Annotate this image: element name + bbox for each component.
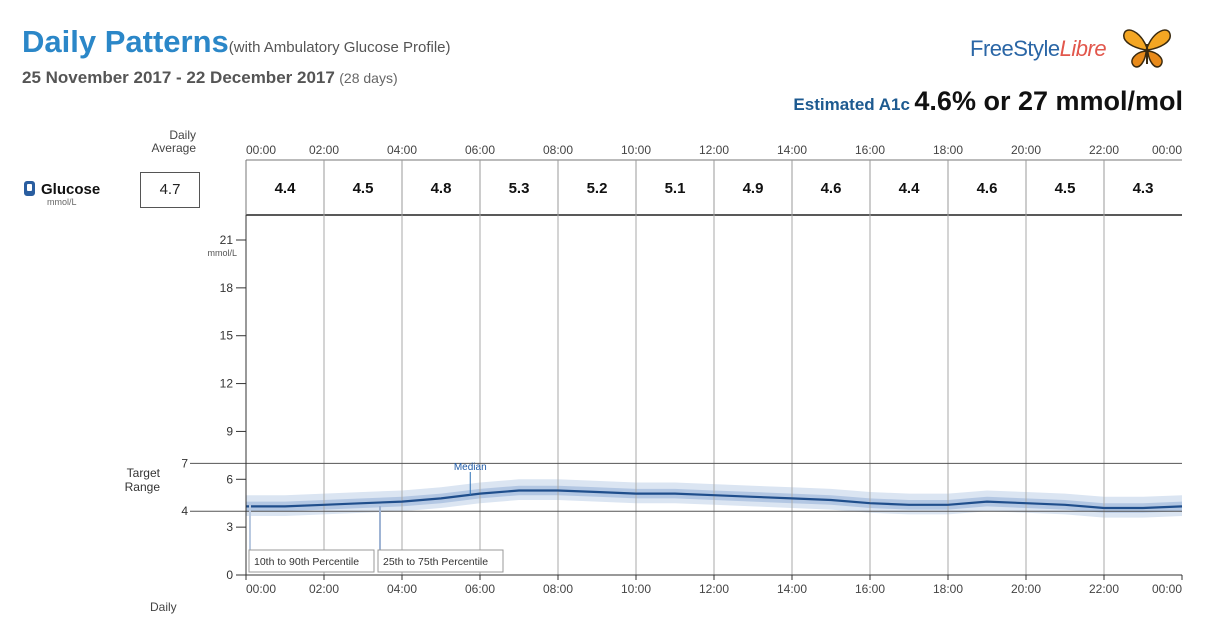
hourly-average-value: 4.5	[1055, 180, 1076, 197]
x-tick-label-bottom: 14:00	[777, 582, 807, 596]
y-tick-label: 6	[226, 472, 233, 486]
hourly-average-value: 5.3	[509, 180, 530, 197]
x-tick-label-top: 12:00	[699, 143, 729, 157]
x-tick-label-top: 04:00	[387, 143, 417, 157]
daily-average-heading-line2: Average	[151, 141, 196, 155]
hourly-average-value: 4.6	[821, 180, 842, 197]
x-tick-label-top: 10:00	[621, 143, 651, 157]
title-subtitle: (with Ambulatory Glucose Profile)	[228, 39, 451, 56]
glucose-unit: mmol/L	[47, 197, 77, 207]
daily-average-heading: Daily Average	[120, 129, 196, 155]
x-tick-label-bottom: 16:00	[855, 582, 885, 596]
x-tick-label-top: 00:00	[246, 143, 276, 157]
x-tick-label-top: 06:00	[465, 143, 495, 157]
a1c-label: Estimated A1c	[793, 95, 910, 114]
logo-text: FreeStyleLibre	[970, 36, 1107, 62]
glucose-row-label: Glucose mmol/L	[24, 181, 100, 207]
hourly-average-value: 4.8	[431, 180, 452, 197]
y-tick-label: 9	[226, 424, 233, 438]
x-tick-label-bottom: 12:00	[699, 582, 729, 596]
estimated-a1c: Estimated A1c 4.6% or 27 mmol/mol	[793, 86, 1183, 117]
date-range: 25 November 2017 - 22 December 2017 (28 …	[22, 68, 398, 88]
legend-25-75-box	[377, 549, 504, 573]
y-tick-label: 12	[220, 377, 234, 391]
legend-10-90-box	[248, 549, 375, 573]
logo-text-freestyle: FreeStyle	[970, 36, 1060, 61]
legend-10-90-label: 10th to 90th Percentile	[254, 556, 359, 568]
x-tick-label-bottom: 20:00	[1011, 582, 1041, 596]
x-tick-label-top: 02:00	[309, 143, 339, 157]
a1c-value: 4.6% or 27 mmol/mol	[914, 86, 1183, 116]
target-range-label-line1: Target	[126, 466, 160, 480]
butterfly-icon	[1123, 29, 1171, 68]
hourly-average-value: 4.4	[899, 180, 921, 197]
hourly-average-value: 4.6	[977, 180, 998, 197]
x-tick-label-bottom: 10:00	[621, 582, 651, 596]
page-title: Daily Patterns(with Ambulatory Glucose P…	[22, 24, 451, 60]
x-tick-label-bottom: 02:00	[309, 582, 339, 596]
x-tick-label-bottom: 22:00	[1089, 582, 1119, 596]
x-tick-label-bottom: 08:00	[543, 582, 573, 596]
median-line	[246, 489, 1183, 510]
hourly-average-value: 4.9	[743, 180, 764, 197]
hourly-average-value: 5.2	[587, 180, 608, 197]
y-tick-label: 0	[226, 568, 233, 582]
y-tick-label: 18	[220, 281, 234, 295]
x-tick-label-top: 20:00	[1011, 143, 1041, 157]
freestyle-libre-logo: FreeStyleLibre	[970, 26, 1180, 72]
daily-average-value: 4.7	[140, 172, 200, 208]
median-label: Median	[454, 462, 487, 473]
target-range-label: Target Range	[100, 466, 160, 494]
x-tick-label-bottom: 04:00	[387, 582, 417, 596]
y-axis-unit: mmol/L	[207, 248, 237, 258]
x-tick-label-top: 22:00	[1089, 143, 1119, 157]
x-tick-label-top: 00:00	[1152, 143, 1182, 157]
hourly-average-value: 4.4	[275, 180, 297, 197]
bottom-daily-label: Daily	[150, 600, 177, 614]
target-range-label-line2: Range	[124, 480, 160, 494]
y-tick-label: 15	[220, 329, 234, 343]
logo-text-libre: Libre	[1059, 36, 1107, 61]
daily-average-heading-line1: Daily	[169, 128, 196, 142]
y-tick-label: 21	[220, 233, 234, 247]
title-main: Daily Patterns	[22, 24, 229, 59]
x-tick-label-bottom: 06:00	[465, 582, 495, 596]
sensor-icon	[24, 181, 35, 196]
y-tick-label: 3	[226, 520, 233, 534]
y-tick-label: 7	[181, 456, 188, 470]
x-tick-label-bottom: 00:00	[1152, 582, 1182, 596]
legend-25-75-label: 25th to 75th Percentile	[383, 556, 488, 568]
x-tick-label-top: 14:00	[777, 143, 807, 157]
glucose-name: Glucose	[41, 181, 101, 198]
x-tick-label-top: 18:00	[933, 143, 963, 157]
x-tick-label-bottom: 18:00	[933, 582, 963, 596]
x-tick-label-bottom: 00:00	[246, 582, 276, 596]
date-range-days: (28 days)	[339, 70, 398, 86]
y-tick-label: 4	[181, 504, 188, 518]
x-tick-label-top: 16:00	[855, 143, 885, 157]
hourly-average-value: 4.3	[1133, 180, 1154, 197]
date-range-text: 25 November 2017 - 22 December 2017	[22, 68, 335, 87]
hourly-average-value: 4.5	[353, 180, 374, 197]
x-tick-label-top: 08:00	[543, 143, 573, 157]
hourly-average-value: 5.1	[665, 180, 686, 197]
